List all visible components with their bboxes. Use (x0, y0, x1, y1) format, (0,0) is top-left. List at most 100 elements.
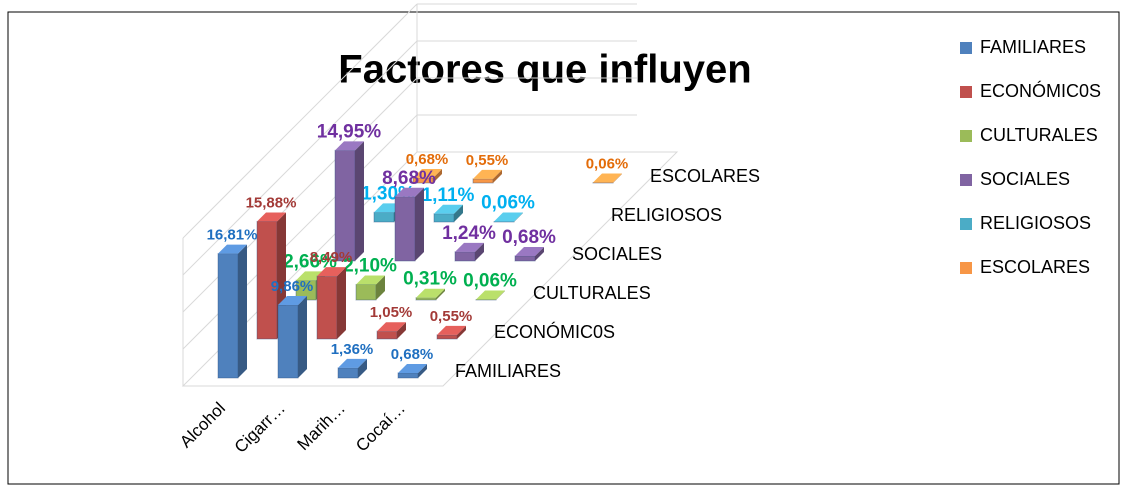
bar (316, 267, 346, 340)
bar-top (515, 246, 544, 256)
bar-side (436, 288, 445, 300)
bar-side (238, 244, 247, 378)
bar-side (397, 322, 406, 339)
bar-front (334, 149, 356, 262)
bar-top (317, 267, 346, 277)
legend-swatch (960, 174, 972, 186)
bar-side (454, 204, 463, 222)
data-label: 15,88% (246, 194, 297, 211)
data-label: 0,68% (391, 346, 434, 363)
data-label: 1,11% (422, 185, 475, 206)
bar-side (355, 141, 364, 261)
bar-side (358, 358, 367, 378)
bar-front (397, 372, 419, 379)
bar (433, 204, 463, 223)
data-label: 0,55% (466, 152, 509, 169)
data-label: 2,10% (343, 255, 397, 276)
legend-label: SOCIALES (980, 169, 1070, 189)
bar-front (433, 213, 455, 223)
wall-line (182, 40, 418, 276)
data-label: 2,66% (283, 251, 337, 272)
bar-top (395, 187, 424, 197)
bar-front (436, 334, 458, 340)
legend-swatch (960, 218, 972, 230)
data-label: 16,81% (207, 227, 258, 244)
chart-frame (7, 11, 1120, 485)
bar-top (335, 141, 364, 151)
legend-label: ECONÓMIC0S (980, 80, 1101, 101)
bar-top (338, 358, 367, 368)
bar-front (472, 178, 494, 184)
data-label: 1,05% (370, 304, 413, 321)
bar-side (418, 363, 427, 378)
legend-swatch (960, 42, 972, 54)
bar-front (415, 297, 437, 301)
legend-label: RELIGIOSOS (980, 213, 1091, 233)
bar (376, 322, 406, 340)
legend-swatch (960, 262, 972, 274)
bar-top (257, 212, 286, 222)
legend-swatch (960, 130, 972, 142)
bar-top (278, 296, 307, 306)
legend-swatch (960, 86, 972, 98)
bar-front (454, 251, 476, 262)
series-axis-label: SOCIALES (572, 244, 662, 264)
bar-top (434, 204, 463, 214)
bar-front (376, 330, 398, 340)
bar (337, 358, 367, 379)
data-label: 8,68% (382, 168, 436, 189)
bar (412, 168, 442, 184)
data-label: 0,68% (406, 151, 449, 168)
bar-top (413, 168, 442, 178)
bar-top (476, 290, 505, 300)
bar-top (377, 322, 406, 332)
data-label: 8,49% (310, 249, 353, 266)
data-label: 14,95% (317, 121, 382, 142)
bar-side (496, 290, 505, 300)
bar-side (493, 169, 502, 183)
bar (334, 141, 364, 262)
bar (277, 296, 307, 379)
data-label: 9,86% (271, 278, 314, 295)
bar-front (277, 304, 299, 379)
bar-front (394, 196, 416, 262)
legend-label: FAMILIARES (980, 37, 1086, 57)
bar-top (593, 173, 622, 183)
data-label: 0,31% (403, 269, 457, 290)
bar-side (514, 212, 523, 222)
data-label: 0,55% (430, 308, 473, 325)
data-label: 1,36% (331, 341, 374, 358)
bar (355, 275, 385, 301)
chart-title: Factores que influyen (338, 48, 751, 92)
series-axis-label: CULTURALES (533, 283, 651, 303)
bar-side (376, 275, 385, 300)
bar (436, 325, 466, 340)
series-axis-label: ECONÓMIC0S (494, 321, 615, 342)
bar-front (217, 253, 239, 379)
data-label: 0,06% (586, 156, 629, 173)
bar-front (337, 367, 359, 379)
series-axis-label: ESCOLARES (650, 166, 760, 186)
bar-side (433, 168, 442, 183)
bar-side (415, 187, 424, 261)
data-label: 0,68% (502, 227, 556, 248)
bar-top (437, 325, 466, 335)
bar-side (475, 242, 484, 261)
legend-label: ESCOLARES (980, 257, 1090, 277)
bar-side (613, 173, 622, 183)
bar-front (373, 211, 395, 223)
bar (514, 246, 544, 262)
bar (493, 212, 523, 223)
bar (217, 244, 247, 379)
bar (475, 290, 505, 301)
bar (397, 363, 427, 379)
bar-top (416, 288, 445, 298)
bar-top (455, 242, 484, 252)
bar-top (218, 244, 247, 254)
data-label: 1,24% (442, 223, 496, 244)
data-label: 0,06% (481, 193, 535, 214)
bar-top (494, 212, 523, 222)
series-axis-label: RELIGIOSOS (611, 205, 722, 225)
bar-front (355, 283, 377, 301)
